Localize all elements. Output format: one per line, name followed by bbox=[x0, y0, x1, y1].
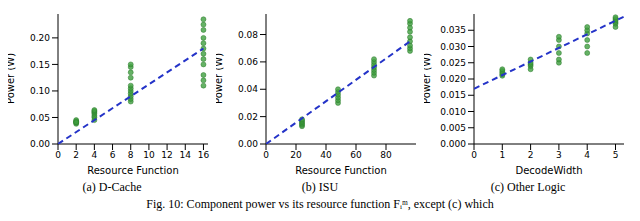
svg-text:0.030: 0.030 bbox=[440, 42, 466, 52]
html-text:(a) D-Cache: (a) D-Cache bbox=[82, 180, 142, 194]
svg-text:2: 2 bbox=[73, 150, 79, 160]
svg-text:0.025: 0.025 bbox=[440, 58, 466, 68]
svg-text:0.05: 0.05 bbox=[30, 113, 50, 123]
svg-text:0.10: 0.10 bbox=[30, 86, 50, 96]
html-text:Fig. 10: Component power vs it: Fig. 10: Component power vs its resource… bbox=[146, 197, 494, 211]
svg-text:0.15: 0.15 bbox=[30, 60, 50, 70]
svg-text:Power (W): Power (W) bbox=[216, 53, 224, 104]
svg-text:2: 2 bbox=[528, 150, 534, 160]
html-text:(b) ISU: (b) ISU bbox=[301, 180, 339, 194]
svg-text:6: 6 bbox=[110, 150, 116, 160]
svg-text:0.000: 0.000 bbox=[440, 139, 466, 149]
svg-text:Resource Function: Resource Function bbox=[87, 165, 179, 176]
svg-text:4: 4 bbox=[584, 150, 590, 160]
svg-text:0.005: 0.005 bbox=[440, 123, 466, 133]
svg-text:0.035: 0.035 bbox=[440, 25, 466, 35]
svg-text:0.00: 0.00 bbox=[30, 139, 50, 149]
svg-text:8: 8 bbox=[128, 150, 134, 160]
svg-text:Power (W): Power (W) bbox=[424, 53, 432, 104]
svg-text:0.010: 0.010 bbox=[440, 107, 466, 117]
svg-text:0.015: 0.015 bbox=[440, 90, 466, 100]
svg-text:Resource Function: Resource Function bbox=[295, 165, 387, 176]
svg-text:14: 14 bbox=[180, 150, 192, 160]
svg-text:0.02: 0.02 bbox=[238, 112, 258, 122]
svg-text:40: 40 bbox=[320, 150, 332, 160]
svg-text:12: 12 bbox=[161, 150, 172, 160]
html-text:(c) Other Logic: (c) Other Logic bbox=[490, 180, 566, 194]
svg-text:4: 4 bbox=[91, 150, 97, 160]
svg-text:1: 1 bbox=[499, 150, 505, 160]
svg-text:60: 60 bbox=[350, 150, 362, 160]
svg-text:0.08: 0.08 bbox=[238, 30, 258, 40]
svg-text:0.20: 0.20 bbox=[30, 33, 50, 43]
svg-text:16: 16 bbox=[198, 150, 210, 160]
svg-text:0: 0 bbox=[471, 150, 477, 160]
svg-text:0.020: 0.020 bbox=[440, 74, 466, 84]
svg-text:0: 0 bbox=[263, 150, 269, 160]
svg-text:0: 0 bbox=[55, 150, 61, 160]
svg-text:80: 80 bbox=[380, 150, 392, 160]
svg-text:5: 5 bbox=[613, 150, 619, 160]
svg-text:10: 10 bbox=[143, 150, 155, 160]
svg-text:Power (W): Power (W) bbox=[8, 53, 16, 104]
svg-text:3: 3 bbox=[556, 150, 562, 160]
svg-text:DecodeWidth: DecodeWidth bbox=[515, 165, 582, 176]
svg-text:20: 20 bbox=[290, 150, 302, 160]
svg-text:0.04: 0.04 bbox=[238, 84, 258, 94]
svg-text:0.00: 0.00 bbox=[238, 139, 258, 149]
svg-text:0.06: 0.06 bbox=[238, 57, 258, 67]
